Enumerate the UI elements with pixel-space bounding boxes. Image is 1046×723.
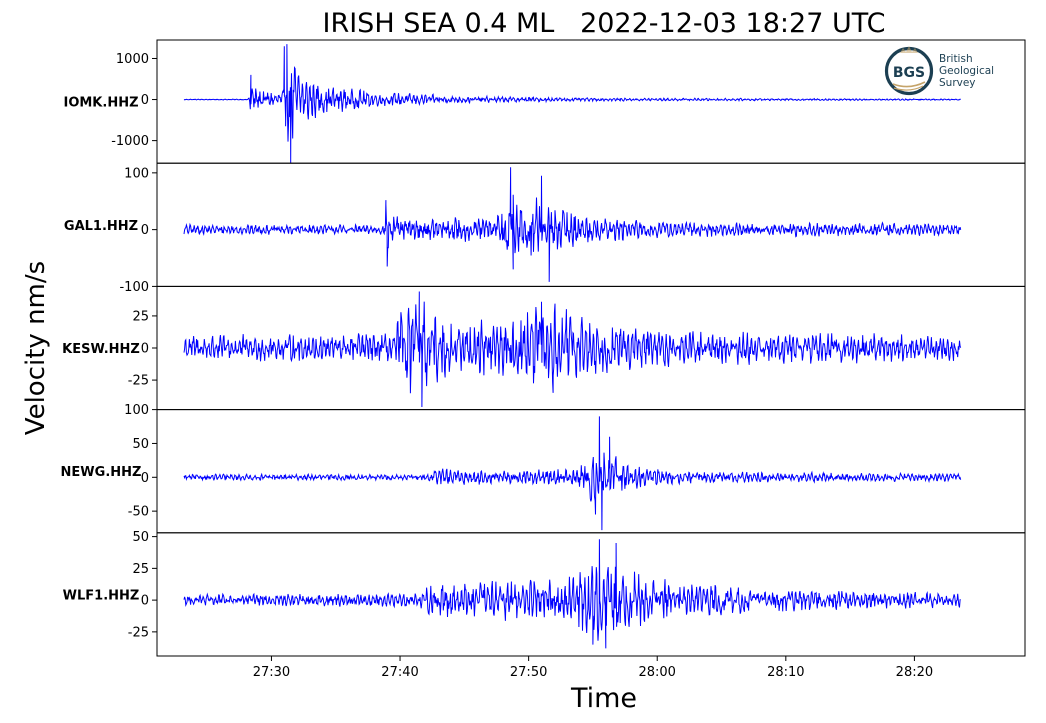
x-tick-label: 27:50 xyxy=(510,665,547,680)
logo-wave-icon xyxy=(893,85,924,91)
y-tick-label: 0 xyxy=(141,342,149,357)
y-tick-label: -25 xyxy=(128,625,149,640)
bgs-logo: BGS British Geological Survey xyxy=(884,46,994,96)
x-tick-label: 28:20 xyxy=(896,665,933,680)
y-tick-label: -25 xyxy=(128,374,149,389)
y-tick-label: -1000 xyxy=(111,134,149,149)
panels-group: 10000-1000IOMK.HHZ1000-100GAL1.HHZ250-25… xyxy=(61,39,1026,657)
trace-panel: 1000 0 -1000 IOMK.HHZ xyxy=(63,39,1026,164)
crown-icon xyxy=(900,46,918,53)
y-tick-label: 0 xyxy=(141,93,149,108)
logo-name-line: Geological xyxy=(939,65,994,77)
trace-panel: 100 0 -100 GAL1.HHZ xyxy=(64,162,1026,295)
x-tick-label: 28:10 xyxy=(767,665,804,680)
waveform-trace xyxy=(183,291,962,408)
y-tick-label: 1000 xyxy=(116,52,149,67)
logo-name-line: Survey xyxy=(939,77,976,89)
y-tick-label: 50 xyxy=(132,530,149,545)
station-label: IOMK.HHZ xyxy=(63,96,138,111)
station-label: KESW.HHZ xyxy=(62,342,140,357)
chart-title: IRISH SEA 0.4 ML 2022-12-03 18:27 UTC xyxy=(323,8,886,39)
station-label: GAL1.HHZ xyxy=(64,219,138,234)
y-tick-label: 25 xyxy=(132,309,149,324)
panel-frame xyxy=(156,409,1026,534)
logo-mark-text: BGS xyxy=(893,65,925,81)
y-tick-label: 50 xyxy=(132,437,149,452)
y-tick-label: 25 xyxy=(132,562,149,577)
logo-name-line: British xyxy=(939,53,973,65)
y-tick-label: 100 xyxy=(124,166,149,181)
logo-wave-icon xyxy=(892,81,926,88)
station-label: NEWG.HHZ xyxy=(61,465,142,480)
x-axis-label: Time xyxy=(570,683,637,714)
waveform-trace xyxy=(183,167,962,282)
y-tick-label: 0 xyxy=(141,594,149,609)
station-label: WLF1.HHZ xyxy=(63,588,140,603)
trace-panel: 50 25 0 -25 WLF1.HHZ xyxy=(63,530,1026,657)
trace-panel: 25 0 -25 KESW.HHZ xyxy=(62,285,1026,411)
trace-panel: 100 50 0 -50 NEWG.HHZ xyxy=(61,403,1026,534)
x-tick-label: 28:00 xyxy=(638,665,675,680)
waveform-trace xyxy=(183,44,961,164)
y-tick-label: -50 xyxy=(128,505,149,520)
x-axis: 27:30 27:40 27:50 28:00 28:10 28:20 xyxy=(253,656,933,680)
waveform-trace xyxy=(183,539,961,649)
y-tick-label: -100 xyxy=(119,280,149,295)
y-axis-label: Velocity nm/s xyxy=(21,261,51,435)
x-tick-label: 27:40 xyxy=(381,665,418,680)
panel-frame xyxy=(156,532,1026,657)
y-tick-label: 100 xyxy=(124,403,149,418)
y-tick-label: 0 xyxy=(141,223,149,238)
x-tick-label: 27:30 xyxy=(253,665,290,680)
y-tick-label: 0 xyxy=(141,471,149,486)
waveform-trace xyxy=(183,416,962,531)
